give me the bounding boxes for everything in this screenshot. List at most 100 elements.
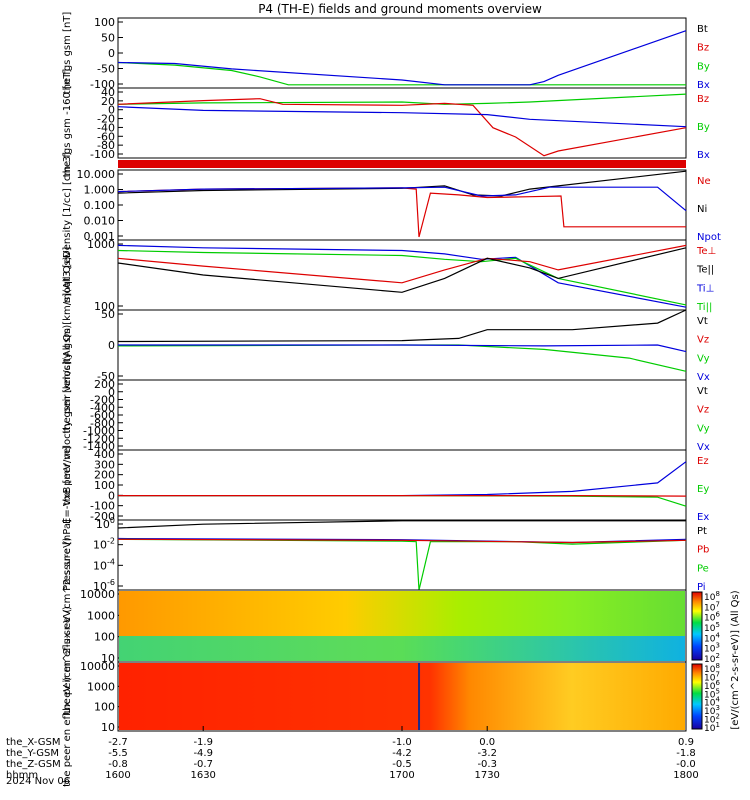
panel-ylabel: the fgs gsm [nT] xyxy=(62,12,73,95)
y-tick-label: 0 xyxy=(108,386,115,399)
colorbar-1 xyxy=(691,591,703,661)
y-tick-label: 200 xyxy=(94,469,115,482)
y-tick-label: -100 xyxy=(90,148,115,161)
y-tick-label: -200 xyxy=(90,394,115,407)
y-tick-label: 100 xyxy=(94,16,115,29)
x-tick-label: 1630 xyxy=(190,770,215,781)
legend-item: Vt xyxy=(697,386,708,397)
y-tick-label: 0.001 xyxy=(84,230,116,243)
panel-ylabel: moqt3 [eV] xyxy=(62,247,73,304)
x-tick-label: 1600 xyxy=(105,770,130,781)
y-tick-label: 0 xyxy=(108,489,115,502)
legend-item: Pi xyxy=(697,582,706,593)
panel-ylabel: E=-VxB [mV/m] xyxy=(62,446,73,524)
y-tick-label: 100 xyxy=(96,516,115,531)
series-Ni xyxy=(117,170,687,197)
spectrograms xyxy=(119,591,685,730)
y-tick-label: -100 xyxy=(90,500,115,513)
series-Pe xyxy=(117,538,687,591)
y-tick-label: 10 xyxy=(101,721,115,734)
x-row-name: hhmm xyxy=(6,770,38,781)
legend-item: Vx xyxy=(697,372,710,383)
panel-ylabel: Pressure [nPa] xyxy=(62,519,73,591)
x-tick-label: -1.8 xyxy=(676,748,696,759)
legend-item: Bz xyxy=(697,94,709,105)
panel-ylabel: the peer velocity gsm [km/s](All Qs) xyxy=(62,325,73,506)
y-tick-label: 1000 xyxy=(87,238,115,251)
panel-ylabel: the peir velocity gsm [km/s](All Qs) xyxy=(62,256,73,433)
x-tick-label: -0.3 xyxy=(477,759,497,770)
x-tick-label: -0.5 xyxy=(392,759,412,770)
series-Ti⊥ xyxy=(117,244,687,308)
y-tick-label: 200 xyxy=(94,378,115,391)
legend-item: Vz xyxy=(697,405,709,416)
series-Vt xyxy=(117,309,687,343)
x-row-name: the_Y-GSM xyxy=(6,748,59,759)
panel-2: the fgs gsm -160 [nT] 40200-20-40-60-80-1… xyxy=(62,69,710,178)
panel-frame xyxy=(117,379,687,451)
x-tick-label: -0.8 xyxy=(108,759,128,770)
panel-ylabel: the peer en eflux eV (cm^2-s-sr-eV) xyxy=(62,606,73,787)
panel-frame xyxy=(117,17,687,89)
y-tick-label: 20 xyxy=(101,95,115,108)
y-tick-label: 400 xyxy=(94,448,115,461)
panel-3: Density [1/cc] [cm-3] 10.000 1.000 0.100 0.0… xyxy=(62,152,721,258)
panel-ylabel: Density [1/cc] [cm-3] xyxy=(62,152,73,258)
legend-item: By xyxy=(697,61,710,72)
y-tick-label: -800 xyxy=(90,417,115,430)
y-tick-label: -20 xyxy=(97,113,115,126)
y-tick-label: -1400 xyxy=(83,440,115,453)
y-tick-label: 300 xyxy=(94,458,115,471)
legend-item: Ez xyxy=(697,456,709,467)
series-Pt xyxy=(117,520,686,529)
colorbars: 1081071061051041031021081071061051041031… xyxy=(691,590,741,734)
legend-item: Bx xyxy=(697,150,710,161)
series-Vx xyxy=(118,344,687,353)
panels: the fgs gsm [nT] 100500-50-100BtBzByBxthe… xyxy=(62,12,721,787)
series-Ex xyxy=(118,461,687,497)
x-tick-label: 1730 xyxy=(474,770,499,781)
x-tick-label: 1800 xyxy=(673,770,698,781)
legend-item: By xyxy=(697,122,710,133)
legend-item: Vy xyxy=(697,423,710,434)
series-Te|| xyxy=(117,247,687,293)
panel-ylabel: the peir en eflux eV (cm^2-s-sr-eV) xyxy=(62,537,73,714)
y-tick-label: 0.100 xyxy=(84,199,116,212)
chart-title: P4 (TH-E) fields and ground moments over… xyxy=(258,2,542,16)
y-tick-label: 1000 xyxy=(87,609,115,622)
y-tick-label: 100 xyxy=(94,631,115,644)
y-tick-label: -80 xyxy=(97,139,115,152)
y-tick-label: -40 xyxy=(97,121,115,134)
legend-item: Bt xyxy=(697,24,708,35)
x-tick-label: -1.0 xyxy=(392,737,412,748)
y-tick-label: -400 xyxy=(90,401,115,414)
y-tick-label: 100 xyxy=(94,300,115,313)
x-tick-label: -4.2 xyxy=(392,748,412,759)
y-tick-label: -50 xyxy=(97,63,115,76)
date-label: 2024 Nov 06 xyxy=(6,776,70,787)
y-tick-label: 0 xyxy=(108,47,115,60)
series-Vy xyxy=(117,344,687,372)
y-tick-label: 100 xyxy=(94,701,115,714)
y-tick-label: -50 xyxy=(97,370,115,383)
legend-item: Pt xyxy=(697,526,707,537)
x-tick-label: -1.9 xyxy=(193,737,213,748)
spacer-band xyxy=(118,160,686,168)
y-tick-label: 10 xyxy=(101,652,115,665)
y-tick-label: 10000 xyxy=(80,660,115,673)
x-row-name: the_Z-GSM xyxy=(6,759,61,770)
x-tick-label: 0.9 xyxy=(678,737,694,748)
legend-item: Vz xyxy=(697,335,709,346)
y-tick-label: 10000 xyxy=(80,588,115,601)
panel-ylabel: the fgs gsm -160 [nT] xyxy=(62,69,73,178)
y-tick-label: 0 xyxy=(108,339,115,352)
panel-frame xyxy=(117,449,687,521)
legend-item: Vy xyxy=(697,353,710,364)
legend-item: Npot xyxy=(697,232,721,243)
legend-item: Te⊥ xyxy=(696,246,716,257)
x-tick-label: -5.5 xyxy=(108,748,128,759)
series-Te⊥ xyxy=(117,244,687,284)
legend-item: Vt xyxy=(697,316,708,327)
